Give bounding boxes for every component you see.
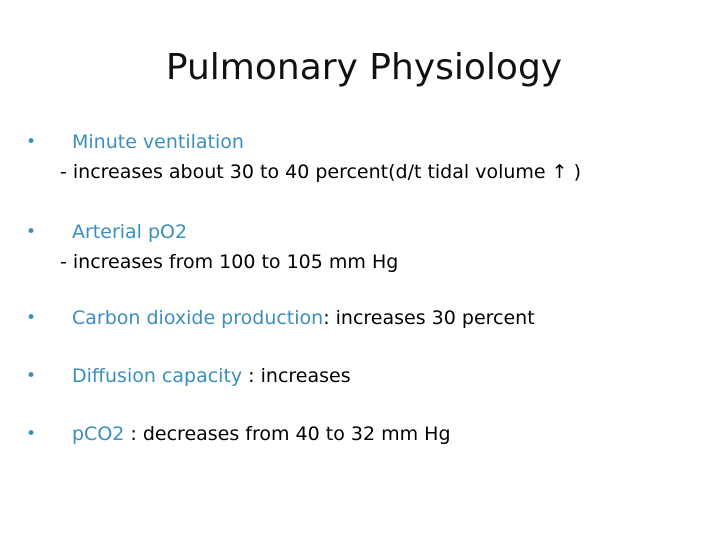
bullet-icon: • — [26, 222, 37, 242]
desc-text: : decreases from 40 to 32 mm Hg — [124, 423, 451, 445]
slide-title: Pulmonary Physiology — [165, 47, 563, 88]
bullet-icon: • — [26, 308, 37, 328]
term-label: Minute ventilation — [72, 131, 244, 153]
term-label: Diffusion capacity — [72, 365, 243, 387]
bullet-icon: • — [26, 424, 37, 444]
sub-detail: - increases from 100 to 105 mm Hg — [60, 251, 399, 273]
desc-text: : increases — [242, 365, 351, 387]
term-label: pCO2 — [72, 423, 125, 445]
sub-detail: - increases about 30 to 40 percent(d/t t… — [60, 161, 581, 183]
desc-text: : increases 30 percent — [323, 307, 535, 329]
bullet-icon: • — [26, 132, 37, 152]
bullet-icon: • — [26, 366, 37, 386]
up-arrow-icon: ↑ ) — [551, 161, 581, 183]
term-label: Arterial pO2 — [72, 221, 188, 243]
term-label: Carbon dioxide production — [72, 307, 324, 329]
